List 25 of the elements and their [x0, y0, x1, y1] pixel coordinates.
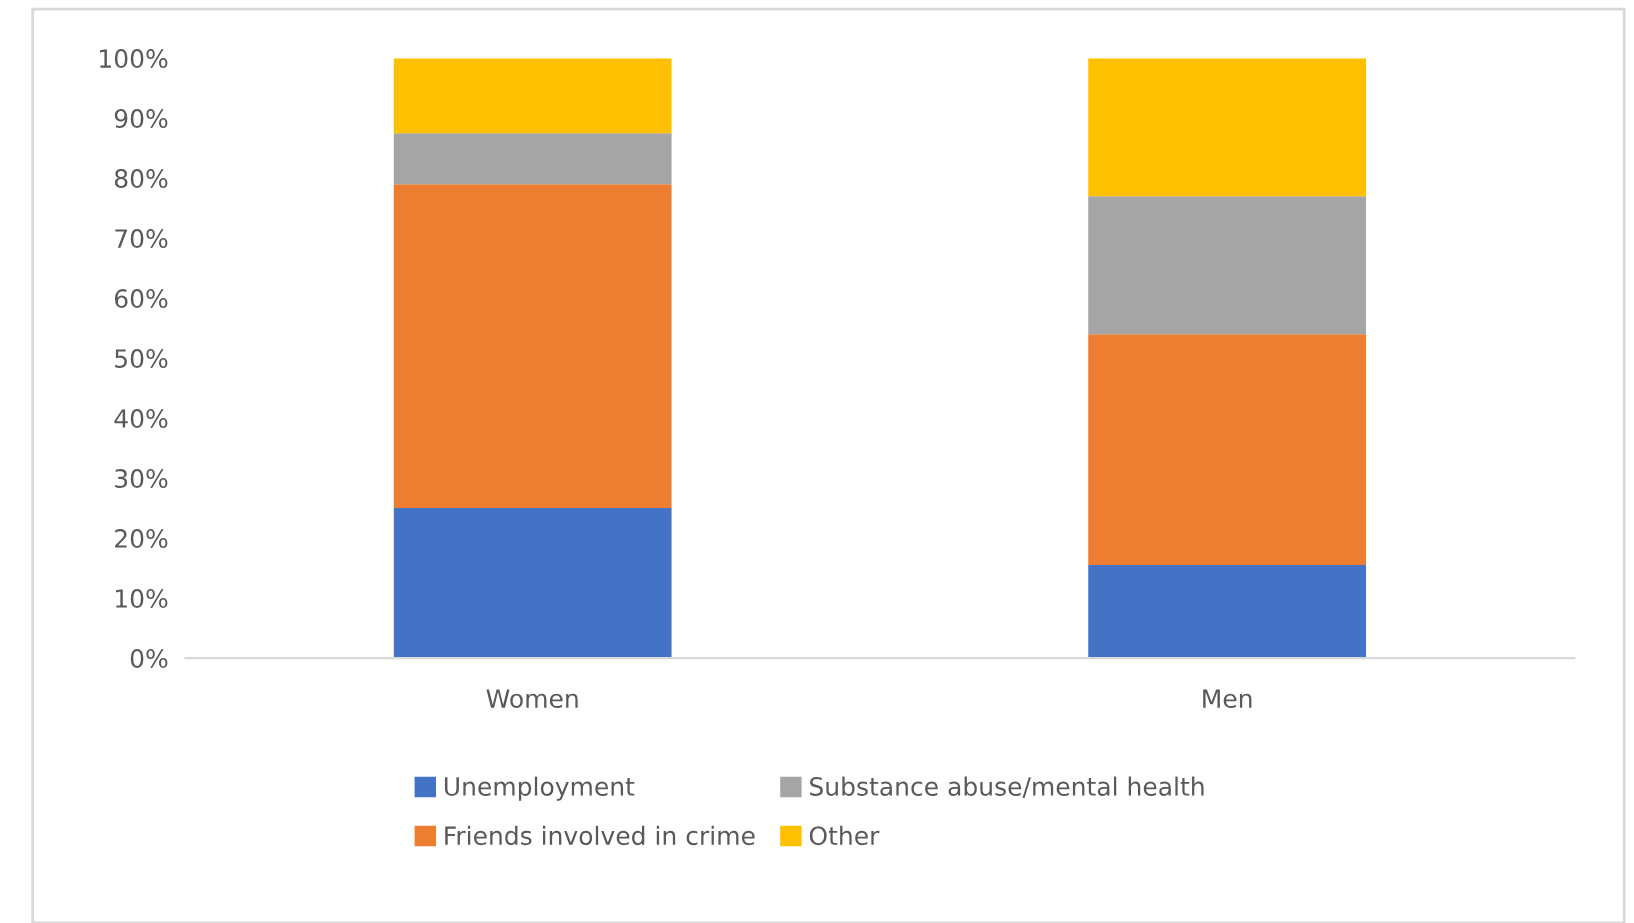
legend-label: Other — [809, 825, 880, 846]
bar — [393, 184, 672, 509]
y-tick-label: 40% — [114, 409, 168, 428]
legend-label: Unemployment — [444, 776, 635, 801]
bar — [393, 58, 672, 134]
bar — [1088, 565, 1367, 659]
legend-label: Substance abuse/mental health — [810, 776, 1204, 798]
y-tick-label: 10% — [115, 589, 168, 608]
y-tick-label: 50% — [115, 349, 168, 368]
y-tick-label: 80% — [114, 169, 168, 188]
bar — [1088, 196, 1367, 335]
y-tick-label: 70% — [115, 229, 168, 248]
bar — [393, 508, 672, 659]
y-tick-label: 90% — [114, 109, 168, 128]
y-tick-label: 0% — [130, 649, 168, 668]
x-tick-label: Women — [486, 689, 578, 709]
bar — [1088, 58, 1367, 197]
y-tick-label: 60% — [114, 289, 168, 308]
bar — [1088, 334, 1367, 566]
legend-label: Friends involved in crime — [445, 825, 755, 846]
y-tick-label: 100% — [100, 49, 168, 68]
y-tick-label: 20% — [115, 529, 168, 548]
x-tick-label: Men — [1203, 689, 1252, 709]
bar — [393, 133, 672, 185]
y-tick-label: 30% — [115, 469, 168, 488]
